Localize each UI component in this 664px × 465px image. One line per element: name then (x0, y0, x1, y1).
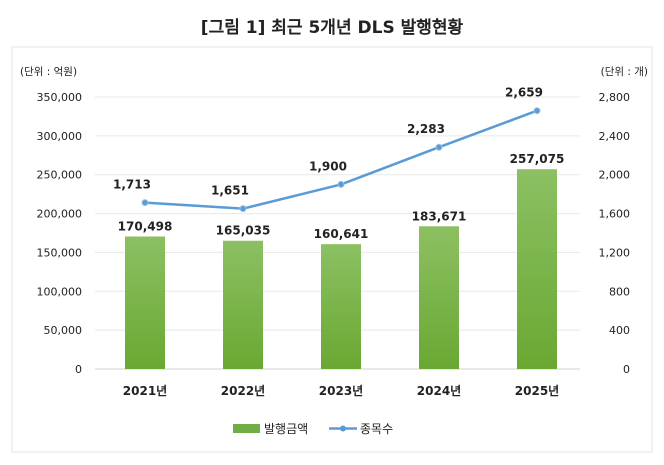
bar-value-label: 165,035 (216, 224, 271, 238)
left-tick-label: 150,000 (37, 246, 83, 259)
bar (517, 169, 557, 369)
left-tick-label: 300,000 (37, 130, 83, 143)
right-tick-label: 800 (609, 285, 630, 298)
legend: 발행금액 종목수 (233, 421, 393, 436)
line-point (239, 205, 247, 213)
right-tick-label: 2,800 (599, 91, 631, 104)
x-tick-label: 2023년 (319, 384, 363, 398)
line-value-label: 2,659 (505, 86, 543, 100)
x-tick-label: 2021년 (123, 384, 167, 398)
chart-title: [그림 1] 최근 5개년 DLS 발행현황 (201, 18, 464, 38)
x-tick-label: 2022년 (221, 384, 265, 398)
left-unit-label: (단위 : 억원) (20, 65, 77, 78)
legend-swatch-bar (233, 424, 260, 433)
bar (125, 236, 165, 369)
bar (321, 244, 361, 369)
bar-value-label: 183,671 (412, 209, 467, 223)
line-point (337, 180, 345, 188)
legend-marker (340, 425, 346, 432)
left-tick-label: 350,000 (37, 91, 83, 104)
bar (419, 226, 459, 369)
x-tick-label: 2025년 (515, 384, 559, 398)
bar-value-label: 170,498 (118, 219, 173, 233)
line-point (533, 107, 541, 115)
left-tick-label: 100,000 (37, 285, 83, 298)
line-value-label: 1,713 (113, 178, 151, 192)
right-unit-label: (단위 : 개) (601, 65, 648, 78)
bar-value-label: 257,075 (510, 152, 565, 166)
line-value-label: 2,283 (407, 122, 445, 136)
left-tick-label: 50,000 (44, 324, 83, 337)
right-tick-label: 2,400 (599, 130, 631, 143)
right-tick-label: 0 (623, 363, 630, 376)
line-point (435, 143, 443, 151)
bar (223, 240, 263, 369)
right-tick-label: 1,200 (599, 246, 631, 259)
left-tick-label: 200,000 (37, 208, 83, 221)
right-tick-label: 400 (609, 324, 630, 337)
left-tick-label: 0 (75, 363, 82, 376)
line-value-label: 1,900 (309, 159, 347, 173)
right-tick-label: 2,000 (599, 169, 631, 182)
chart-frame (11, 46, 653, 453)
bar-value-label: 160,641 (314, 227, 369, 241)
right-tick-label: 1,600 (599, 208, 631, 221)
line-point (141, 199, 149, 207)
legend-label-bar: 발행금액 (264, 421, 308, 436)
x-tick-label: 2024년 (417, 384, 461, 398)
left-tick-label: 250,000 (37, 169, 83, 182)
legend-label-line: 종목수 (360, 422, 393, 436)
line-value-label: 1,651 (211, 184, 249, 198)
